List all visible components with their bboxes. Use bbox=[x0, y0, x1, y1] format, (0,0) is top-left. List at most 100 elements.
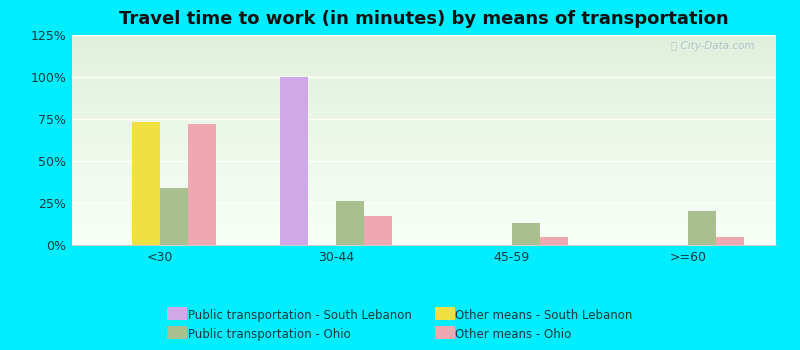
Bar bbox=[72, 142, 776, 143]
Bar bbox=[72, 119, 776, 120]
Bar bbox=[72, 160, 776, 161]
Bar bbox=[72, 144, 776, 145]
Bar bbox=[72, 165, 776, 166]
Bar bbox=[72, 95, 776, 96]
Bar bbox=[72, 141, 776, 142]
Bar bbox=[540, 237, 568, 245]
Bar bbox=[72, 62, 776, 63]
Bar bbox=[72, 58, 776, 59]
Bar bbox=[72, 127, 776, 128]
Bar bbox=[72, 152, 776, 153]
Bar bbox=[72, 211, 776, 212]
Bar bbox=[72, 148, 776, 149]
Bar bbox=[72, 206, 776, 207]
Bar bbox=[72, 96, 776, 97]
Bar bbox=[132, 122, 160, 245]
Bar bbox=[72, 137, 776, 138]
Bar bbox=[336, 201, 364, 245]
Bar bbox=[72, 143, 776, 144]
Bar bbox=[72, 221, 776, 222]
Bar bbox=[72, 108, 776, 110]
Bar bbox=[72, 161, 776, 162]
Bar bbox=[72, 179, 776, 180]
Bar bbox=[72, 233, 776, 235]
Bar bbox=[72, 128, 776, 130]
Bar bbox=[72, 224, 776, 225]
Bar bbox=[72, 92, 776, 93]
Bar bbox=[72, 43, 776, 44]
Bar bbox=[72, 135, 776, 136]
Bar bbox=[72, 118, 776, 119]
Bar bbox=[72, 75, 776, 76]
Title: Travel time to work (in minutes) by means of transportation: Travel time to work (in minutes) by mean… bbox=[119, 10, 729, 28]
Bar bbox=[72, 122, 776, 123]
Bar bbox=[72, 230, 776, 231]
Bar bbox=[72, 60, 776, 61]
Bar bbox=[72, 106, 776, 107]
Bar bbox=[72, 156, 776, 157]
Bar bbox=[72, 46, 776, 47]
Bar bbox=[72, 123, 776, 124]
Bar bbox=[72, 205, 776, 206]
Bar bbox=[72, 145, 776, 146]
Bar bbox=[72, 193, 776, 194]
Bar bbox=[688, 211, 716, 245]
Bar bbox=[72, 84, 776, 85]
Bar bbox=[72, 157, 776, 158]
Bar bbox=[280, 77, 308, 245]
Bar bbox=[72, 97, 776, 98]
Bar bbox=[72, 57, 776, 58]
Bar bbox=[512, 223, 540, 245]
Bar bbox=[72, 188, 776, 189]
Bar bbox=[72, 174, 776, 175]
Bar bbox=[72, 181, 776, 182]
Bar bbox=[72, 173, 776, 174]
Bar bbox=[72, 138, 776, 139]
Bar bbox=[72, 164, 776, 165]
Bar bbox=[72, 222, 776, 223]
Bar bbox=[72, 187, 776, 188]
Bar bbox=[72, 133, 776, 134]
Bar bbox=[72, 65, 776, 66]
Bar bbox=[72, 121, 776, 122]
Bar bbox=[72, 155, 776, 156]
Bar bbox=[72, 154, 776, 155]
Bar bbox=[72, 180, 776, 181]
Bar bbox=[72, 202, 776, 203]
Bar bbox=[72, 212, 776, 214]
Bar bbox=[72, 231, 776, 232]
Bar bbox=[72, 83, 776, 84]
Bar bbox=[72, 36, 776, 37]
Bar bbox=[72, 153, 776, 154]
Bar bbox=[72, 238, 776, 239]
Bar bbox=[72, 94, 776, 95]
Bar bbox=[72, 215, 776, 216]
Bar bbox=[72, 208, 776, 209]
Bar bbox=[72, 223, 776, 224]
Bar bbox=[72, 219, 776, 220]
Bar bbox=[72, 195, 776, 196]
Bar bbox=[72, 42, 776, 43]
Bar bbox=[72, 115, 776, 116]
Bar bbox=[72, 99, 776, 100]
Bar bbox=[72, 167, 776, 168]
Bar bbox=[72, 114, 776, 115]
Bar bbox=[72, 176, 776, 177]
Bar bbox=[72, 77, 776, 78]
Bar bbox=[72, 189, 776, 190]
Bar bbox=[72, 209, 776, 210]
Bar bbox=[72, 132, 776, 133]
Bar bbox=[72, 125, 776, 126]
Bar bbox=[72, 239, 776, 240]
Bar bbox=[160, 188, 188, 245]
Bar bbox=[72, 163, 776, 164]
Bar bbox=[72, 170, 776, 172]
Bar bbox=[72, 242, 776, 243]
Bar bbox=[72, 226, 776, 227]
Bar bbox=[72, 175, 776, 176]
Bar bbox=[72, 217, 776, 218]
Bar bbox=[72, 89, 776, 90]
Bar bbox=[188, 124, 216, 245]
Bar bbox=[72, 117, 776, 118]
Bar bbox=[72, 112, 776, 113]
